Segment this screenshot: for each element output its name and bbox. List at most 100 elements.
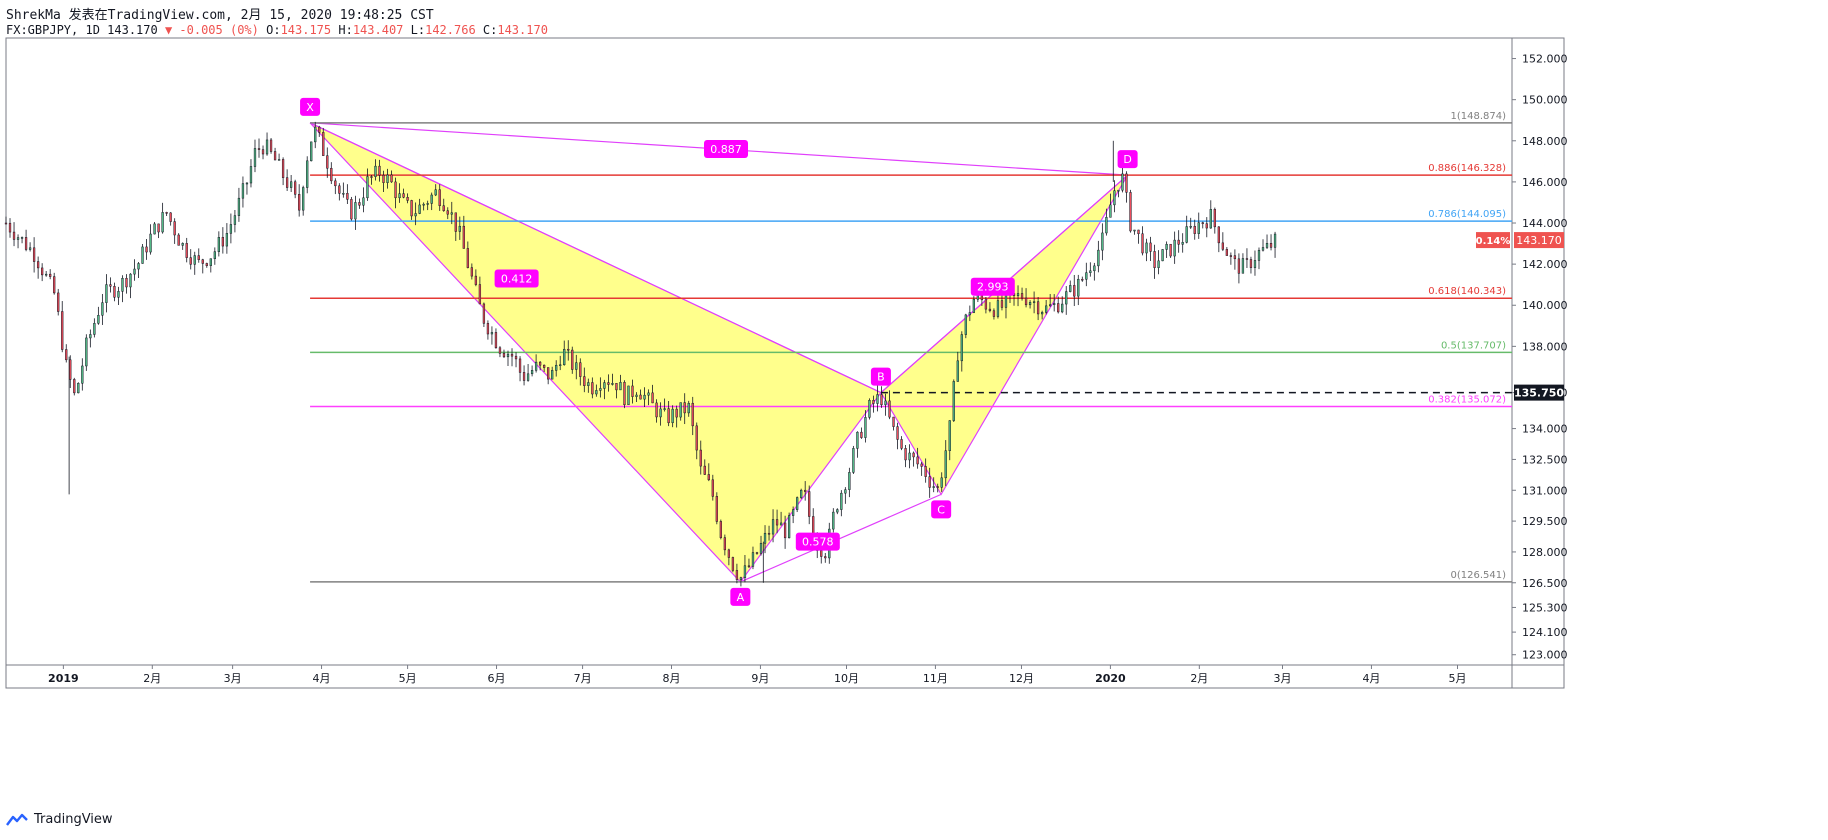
candle-body: [197, 255, 200, 260]
candle-body: [1169, 243, 1172, 257]
candle-body: [245, 182, 249, 185]
candle-body: [1149, 242, 1152, 252]
candle-body: [129, 273, 132, 288]
candle-body: [599, 388, 602, 391]
candle-body: [948, 420, 951, 451]
candle-body: [273, 151, 277, 161]
candle-body: [791, 509, 795, 516]
candle-body: [1197, 222, 1200, 234]
candle-body: [85, 337, 88, 367]
candle-body: [141, 246, 144, 264]
candle-body: [1153, 251, 1156, 268]
pattern-point-d: D: [1123, 153, 1131, 166]
candle-body: [852, 448, 855, 473]
brand-name: TradingView: [34, 812, 113, 827]
dashed-level-badge: [1514, 384, 1564, 401]
candle-body: [314, 126, 317, 143]
candle-body: [450, 212, 453, 215]
pattern-diagonal: [740, 493, 942, 583]
candle-body: [988, 308, 992, 312]
candle-body: [482, 303, 486, 324]
candle-body: [1133, 229, 1136, 232]
candle-body: [386, 174, 389, 183]
candle-body: [1117, 189, 1120, 192]
candle-body: [334, 180, 337, 187]
candle-body: [1036, 301, 1040, 315]
pattern-point-badge: [1117, 150, 1138, 169]
tradingview-brand[interactable]: TradingView: [6, 812, 113, 827]
candle-body: [543, 364, 546, 368]
candle-body: [486, 323, 490, 335]
y-tick-label: 144.000: [1522, 217, 1568, 230]
fib-level-label: 0.886(146.328): [1428, 163, 1506, 174]
candle-body: [1177, 239, 1180, 245]
candle-body: [691, 402, 694, 427]
candle-body: [185, 243, 188, 258]
candle-body: [362, 197, 365, 206]
pattern-ratio-badge: [795, 532, 840, 551]
candle-body: [1193, 225, 1196, 234]
candle-body: [201, 259, 204, 264]
candle-body: [442, 205, 445, 211]
candle-body: [538, 361, 542, 366]
candle-body: [526, 373, 530, 381]
candle-body: [510, 353, 514, 357]
y-tick-label: 146.000: [1522, 176, 1568, 189]
candle-body: [502, 353, 506, 358]
candles-group: [4, 121, 1277, 587]
candle-body: [659, 408, 662, 418]
pattern-point-badge: [730, 587, 751, 606]
pattern-ratio-badge: [970, 277, 1015, 296]
candle-body: [996, 300, 1000, 317]
candle-body: [836, 509, 839, 513]
candle-body: [81, 365, 84, 384]
candle-body: [398, 193, 401, 199]
candle-body: [1261, 247, 1265, 251]
candle-body: [1245, 258, 1249, 260]
candle-body: [555, 364, 558, 371]
candle-body: [679, 402, 682, 418]
candle-body: [611, 383, 614, 385]
candle-body: [860, 431, 863, 438]
candle-body: [169, 212, 172, 222]
candle-body: [454, 212, 457, 232]
candle-body: [755, 552, 759, 554]
candle-body: [125, 277, 128, 288]
candle-body: [779, 522, 783, 526]
pattern-point-badge: [870, 367, 891, 386]
candle-body: [619, 382, 622, 391]
close-label: C:: [482, 23, 498, 37]
y-tick-label: 131.000: [1522, 484, 1568, 497]
candle-body: [1237, 258, 1241, 274]
candle-body: [1016, 293, 1020, 297]
candle-body: [992, 310, 996, 317]
candle-body: [936, 486, 939, 488]
candle-body: [133, 268, 136, 275]
candle-body: [904, 448, 907, 461]
y-tick-label: 148.000: [1522, 135, 1568, 148]
candle-body: [727, 549, 731, 558]
candle-body: [832, 511, 835, 530]
candle-body: [374, 165, 377, 177]
candle-body: [229, 224, 233, 234]
candle-body: [1093, 265, 1096, 272]
x-tick-label: 5月: [1448, 672, 1466, 685]
candle-body: [771, 519, 775, 535]
candle-body: [876, 394, 879, 404]
candle-body: [743, 565, 747, 578]
candle-body: [627, 385, 630, 406]
pattern-point-badge: [300, 97, 321, 116]
candle-body: [1113, 190, 1116, 206]
candle-body: [1185, 226, 1188, 243]
pattern-point-b: B: [877, 371, 885, 384]
candle-body: [366, 176, 369, 199]
candle-body: [796, 497, 799, 510]
candle-body: [285, 177, 289, 188]
candle-body: [149, 233, 152, 253]
candle-body: [209, 258, 212, 266]
candle-body: [318, 126, 321, 133]
candle-body: [426, 203, 429, 205]
candle-body: [759, 542, 763, 554]
candle-body: [53, 276, 56, 294]
